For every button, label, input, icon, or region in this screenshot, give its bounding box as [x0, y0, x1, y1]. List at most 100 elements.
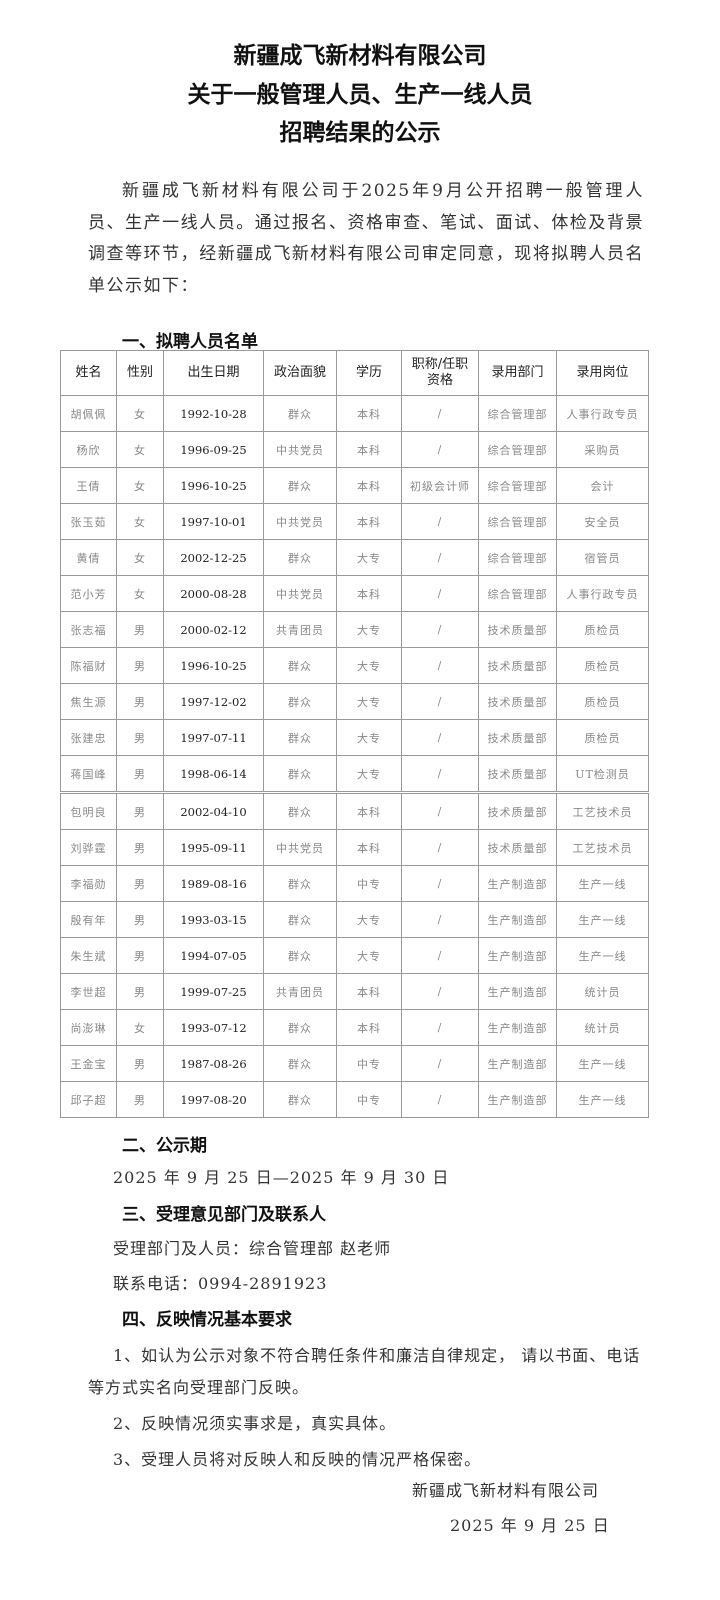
table-cell: 群众: [263, 539, 337, 576]
table-cell: 女: [116, 1009, 164, 1046]
section-3-heading: 三、受理意见部门及联系人: [122, 1205, 326, 1225]
table-cell: 女: [116, 395, 164, 432]
table-cell: 宿管员: [556, 539, 649, 576]
table-cell: 生产一线: [556, 901, 649, 938]
column-header: 出生日期: [163, 350, 264, 396]
table-cell: 黄倩: [60, 539, 117, 576]
table-cell: 朱生斌: [60, 937, 117, 974]
requirement-3: 3、受理人员将对反映人和反映的情况严格保密。: [113, 1450, 482, 1469]
table-cell: 群众: [263, 1045, 337, 1082]
table-cell: /: [401, 1045, 479, 1082]
table-cell: 中共党员: [263, 503, 337, 540]
table-row: 刘骅霆男 1995-09-11 中共党员 本科 / 技术质量部 工艺技术员: [60, 829, 649, 866]
table-cell: 群众: [263, 865, 337, 902]
table-cell: 1995-09-11: [163, 829, 264, 866]
table-cell: 1999-07-25: [163, 973, 264, 1010]
table-row: 杨欣女 1996-09-25 中共党员 本科 / 综合管理部 采购员: [60, 431, 649, 468]
table-cell: 中共党员: [263, 829, 337, 866]
table-cell: 男: [116, 683, 164, 720]
table-cell: 采购员: [556, 431, 649, 468]
table-cell: /: [401, 901, 479, 938]
table-row: 陈福财男 1996-10-25 群众 大专 / 技术质量部 质检员: [60, 647, 649, 684]
publicity-period: 2025 年 9 月 25 日—2025 年 9 月 30 日: [113, 1168, 450, 1187]
table-cell: 尚澎琳: [60, 1009, 117, 1046]
table-cell: /: [401, 829, 479, 866]
table-row: 张玉茹女 1997-10-01 中共党员 本科 / 综合管理部 安全员: [60, 503, 649, 540]
table-row: 胡佩佩女 1992-10-28 群众 本科 / 综合管理部 人事行政专员: [60, 395, 649, 432]
table-cell: 技术质量部: [478, 793, 557, 830]
column-header: 录用部门: [478, 350, 557, 396]
table-cell: 男: [116, 793, 164, 830]
table-cell: 1997-12-02: [163, 683, 264, 720]
contact-phone: 联系电话：0994-2891923: [113, 1274, 328, 1293]
table-cell: 综合管理部: [478, 395, 557, 432]
table-cell: 群众: [263, 1081, 337, 1118]
table-cell: 群众: [263, 937, 337, 974]
table-cell: 群众: [263, 647, 337, 684]
table-cell: 综合管理部: [478, 539, 557, 576]
table-cell: 本科: [336, 467, 402, 504]
table-cell: 男: [116, 647, 164, 684]
table-cell: 1997-10-01: [163, 503, 264, 540]
table-cell: 共青团员: [263, 973, 337, 1010]
table-cell: 生产制造部: [478, 865, 557, 902]
table-cell: 综合管理部: [478, 467, 557, 504]
table-cell: /: [401, 865, 479, 902]
table-cell: 1993-03-15: [163, 901, 264, 938]
table-cell: 男: [116, 719, 164, 756]
table-cell: 中专: [336, 865, 402, 902]
table-row: 殷有年男 1993-03-15 群众 大专 / 生产制造部 生产一线: [60, 901, 649, 938]
signature-date: 2025 年 9 月 25 日: [450, 1516, 610, 1535]
table-cell: 人事行政专员: [556, 575, 649, 612]
table-cell: 综合管理部: [478, 431, 557, 468]
table-cell: 1997-08-20: [163, 1081, 264, 1118]
table-cell: 中专: [336, 1081, 402, 1118]
table-cell: 男: [116, 1081, 164, 1118]
table-cell: 统计员: [556, 973, 649, 1010]
table-cell: 本科: [336, 1009, 402, 1046]
table-cell: 殷有年: [60, 901, 117, 938]
table-cell: 胡佩佩: [60, 395, 117, 432]
table-cell: 大专: [336, 539, 402, 576]
table-cell: 质检员: [556, 719, 649, 756]
table-cell: 男: [116, 865, 164, 902]
table-cell: 综合管理部: [478, 503, 557, 540]
signature-company: 新疆成飞新材料有限公司: [412, 1481, 600, 1500]
column-header: 姓名: [60, 350, 117, 396]
table-cell: 女: [116, 503, 164, 540]
table-cell: 技术质量部: [478, 719, 557, 756]
table-cell: 生产制造部: [478, 1081, 557, 1118]
table-row: 李世超男 1999-07-25 共青团员 本科 / 生产制造部 统计员: [60, 973, 649, 1010]
table-cell: 统计员: [556, 1009, 649, 1046]
table-cell: 中共党员: [263, 575, 337, 612]
table-cell: /: [401, 575, 479, 612]
table-cell: 范小芳: [60, 575, 117, 612]
table-row: 邱子超男 1997-08-20 群众 中专 / 生产制造部 生产一线: [60, 1081, 649, 1118]
table-cell: 女: [116, 431, 164, 468]
table-cell: 质检员: [556, 683, 649, 720]
table-cell: 生产制造部: [478, 901, 557, 938]
table-cell: /: [401, 1009, 479, 1046]
table-cell: 张建忠: [60, 719, 117, 756]
table-cell: 本科: [336, 395, 402, 432]
table-cell: 本科: [336, 431, 402, 468]
table-cell: 男: [116, 755, 164, 792]
table-cell: /: [401, 973, 479, 1010]
requirement-1: 1、如认为公示对象不符合聘任条件和廉洁自律规定， 请以书面、电话等方式实名向受理…: [88, 1346, 641, 1397]
table-cell: 焦生源: [60, 683, 117, 720]
table-cell: 陈福财: [60, 647, 117, 684]
table-cell: 群众: [263, 1009, 337, 1046]
table-cell: 本科: [336, 973, 402, 1010]
table-cell: 本科: [336, 575, 402, 612]
table-cell: 大专: [336, 683, 402, 720]
title-line-1: 新疆成飞新材料有限公司: [233, 42, 487, 69]
table-cell: 群众: [263, 755, 337, 792]
table-row: 黄倩女 2002-12-25 群众 大专 / 综合管理部 宿管员: [60, 539, 649, 576]
table-row: 尚澎琳女 1993-07-12 群众 本科 / 生产制造部 统计员: [60, 1009, 649, 1046]
table-cell: 会计: [556, 467, 649, 504]
section-2-heading: 二、公示期: [122, 1136, 207, 1156]
table-cell: 群众: [263, 901, 337, 938]
table-cell: 安全员: [556, 503, 649, 540]
table-cell: 初级会计师: [401, 467, 479, 504]
table-cell: 质检员: [556, 647, 649, 684]
